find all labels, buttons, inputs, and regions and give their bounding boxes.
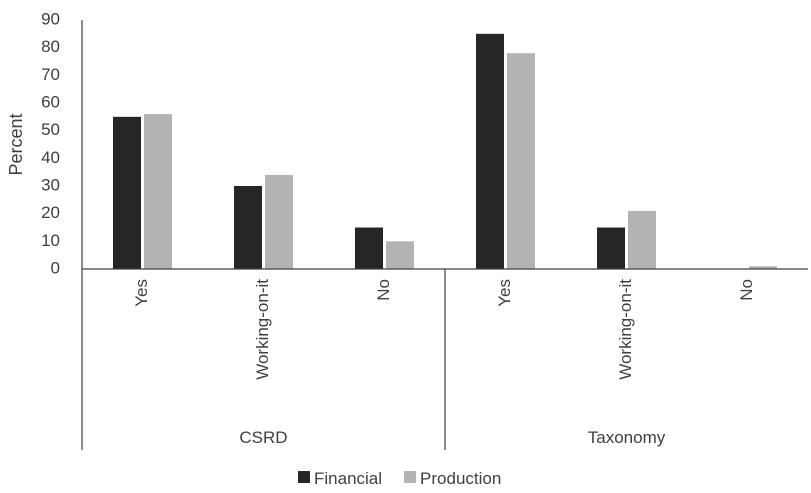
legend: Financial Production <box>298 469 501 488</box>
bar-production-4 <box>628 210 656 269</box>
category-label-4: Working-on-it <box>616 279 635 380</box>
y-tick-label-2: 20 <box>41 203 60 222</box>
y-tick-label-5: 50 <box>41 120 60 139</box>
y-tick-label-1: 10 <box>41 231 60 250</box>
labels-layer: Yes Working-on-it No Yes Working-on-it No CSRD… <box>6 9 756 447</box>
bar-financial-3 <box>476 33 504 270</box>
y-tick-label-4: 40 <box>41 148 60 167</box>
legend-label-production: Production <box>420 469 501 488</box>
bar-production-2 <box>386 241 414 269</box>
legend-swatch-financial <box>298 471 310 483</box>
bar-financial-4 <box>597 227 625 269</box>
legend-swatch-production <box>404 471 417 483</box>
group-label-0: CSRD <box>239 428 287 447</box>
axes-layer <box>81 20 808 450</box>
bar-financial-1 <box>234 186 262 269</box>
y-tick-label-0: 0 <box>51 258 60 277</box>
bar-production-3 <box>507 53 535 270</box>
y-axis-title: Percent <box>6 113 26 175</box>
legend-label-financial: Financial <box>314 469 382 488</box>
group-label-1: Taxonomy <box>588 428 666 447</box>
bar-financial-0 <box>113 116 141 269</box>
y-tick-label-3: 30 <box>41 175 60 194</box>
y-tick-label-9: 90 <box>41 9 60 28</box>
y-tick-label-8: 80 <box>41 37 60 56</box>
y-tick-label-6: 60 <box>41 92 60 111</box>
bar-production-0 <box>144 114 172 269</box>
category-label-5: No <box>737 279 756 301</box>
y-tick-label-7: 70 <box>41 65 60 84</box>
bar-production-1 <box>265 174 293 269</box>
bars-layer <box>113 33 777 270</box>
category-label-1: Working-on-it <box>253 279 272 380</box>
bar-financial-2 <box>355 227 383 269</box>
category-label-0: Yes <box>132 279 151 307</box>
category-label-2: No <box>374 279 393 301</box>
bar-production-5 <box>749 266 777 269</box>
category-label-3: Yes <box>495 279 514 307</box>
